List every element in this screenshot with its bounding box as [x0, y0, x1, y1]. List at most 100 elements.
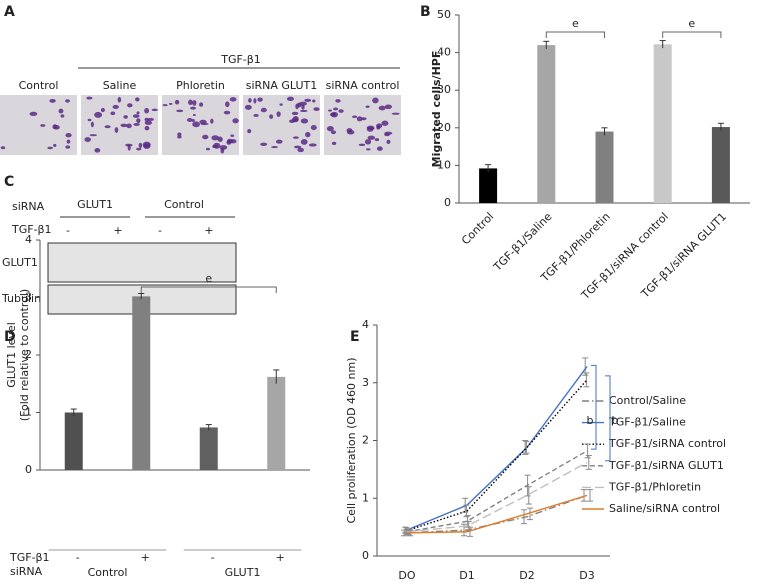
cell	[301, 104, 305, 110]
image-label: siRNA control	[326, 79, 400, 92]
bar	[267, 376, 286, 470]
cell	[199, 119, 207, 125]
annotation: b	[612, 414, 619, 427]
cell	[136, 118, 141, 124]
cell	[374, 138, 380, 142]
image-label: Control	[19, 79, 59, 92]
cell	[205, 147, 210, 151]
cell	[381, 120, 389, 126]
x-tick-label: +	[276, 551, 285, 564]
cell	[369, 127, 375, 130]
cell	[260, 107, 267, 113]
error-bar	[523, 441, 530, 454]
cell	[225, 101, 230, 108]
band-label: GLUT1	[2, 256, 38, 269]
cell	[142, 141, 151, 148]
legend-label: TGF-β1/siRNA control	[608, 437, 726, 450]
error-bar	[585, 455, 592, 470]
cell	[176, 109, 184, 113]
cell	[190, 106, 197, 110]
cell	[338, 109, 344, 113]
bar	[479, 168, 498, 203]
y-tick-label: 40	[437, 46, 451, 59]
cell	[89, 134, 98, 137]
panel-letter: B	[420, 4, 431, 20]
cell	[300, 118, 309, 124]
group-label: Control	[88, 566, 128, 579]
error-bar	[543, 40, 550, 49]
cell	[335, 99, 341, 103]
y-axis-label: GLUT1 level	[5, 322, 18, 388]
cell	[138, 142, 143, 149]
cell	[177, 132, 182, 137]
cell	[125, 143, 133, 147]
row-label: TGF-β1	[11, 223, 52, 236]
cell	[58, 108, 64, 114]
cell	[289, 119, 295, 124]
bar	[132, 296, 151, 470]
cell	[174, 99, 180, 105]
bracket	[662, 31, 722, 38]
cell	[229, 97, 237, 102]
cell	[271, 146, 279, 149]
cell	[312, 99, 316, 103]
cell	[126, 123, 132, 129]
cell	[384, 131, 393, 135]
cell	[378, 105, 386, 111]
cell	[230, 134, 235, 138]
cell	[177, 135, 182, 139]
error-bar	[601, 127, 608, 136]
y-tick-label: 3	[25, 291, 32, 304]
legend-label: TGF-β1/Saline	[608, 416, 686, 429]
error-bar	[485, 164, 492, 173]
cell	[60, 114, 65, 118]
x-tick-label: +	[141, 551, 150, 564]
cell	[40, 124, 46, 127]
image-label: Phloretin	[176, 79, 225, 92]
x-tick-label: Control	[459, 210, 496, 247]
treatment: -	[158, 224, 162, 237]
cell	[112, 104, 119, 110]
cell	[144, 125, 150, 131]
bar	[653, 44, 672, 203]
y-tick-label: 30	[437, 83, 451, 96]
cell	[168, 102, 173, 105]
cell	[123, 115, 128, 119]
cell	[110, 111, 116, 116]
bar	[64, 412, 83, 470]
cell	[313, 107, 320, 111]
cell	[376, 146, 383, 151]
cell	[94, 147, 101, 153]
row-label: siRNA	[12, 200, 45, 213]
cell	[84, 137, 91, 142]
cell	[202, 134, 209, 140]
cell	[53, 125, 60, 130]
panel-letter: E	[350, 329, 360, 345]
cell	[136, 111, 140, 115]
cell	[293, 145, 302, 149]
cell	[65, 145, 71, 149]
treatment: +	[204, 224, 213, 237]
cell	[248, 98, 252, 103]
micrograph	[0, 95, 77, 155]
cell	[192, 100, 197, 106]
x-tick-label: DO	[398, 569, 415, 582]
cell	[65, 133, 72, 138]
cell	[372, 97, 379, 104]
cell	[269, 114, 274, 119]
error-bar	[463, 504, 470, 518]
cell	[295, 103, 299, 110]
cell	[279, 103, 283, 106]
cell	[94, 111, 103, 118]
cell	[0, 146, 6, 150]
annotation: e	[205, 272, 212, 285]
cell	[333, 107, 339, 111]
cell	[328, 109, 333, 112]
error-bar	[527, 507, 533, 521]
x-tick-label: TGF-β1/Saline	[490, 210, 554, 274]
cell	[384, 104, 392, 110]
y-axis-label: Cell proliferation (OD 460 nm)	[345, 357, 358, 523]
cell	[151, 108, 158, 112]
cell	[310, 125, 317, 131]
legend-label: Saline/siRNA control	[609, 502, 720, 515]
